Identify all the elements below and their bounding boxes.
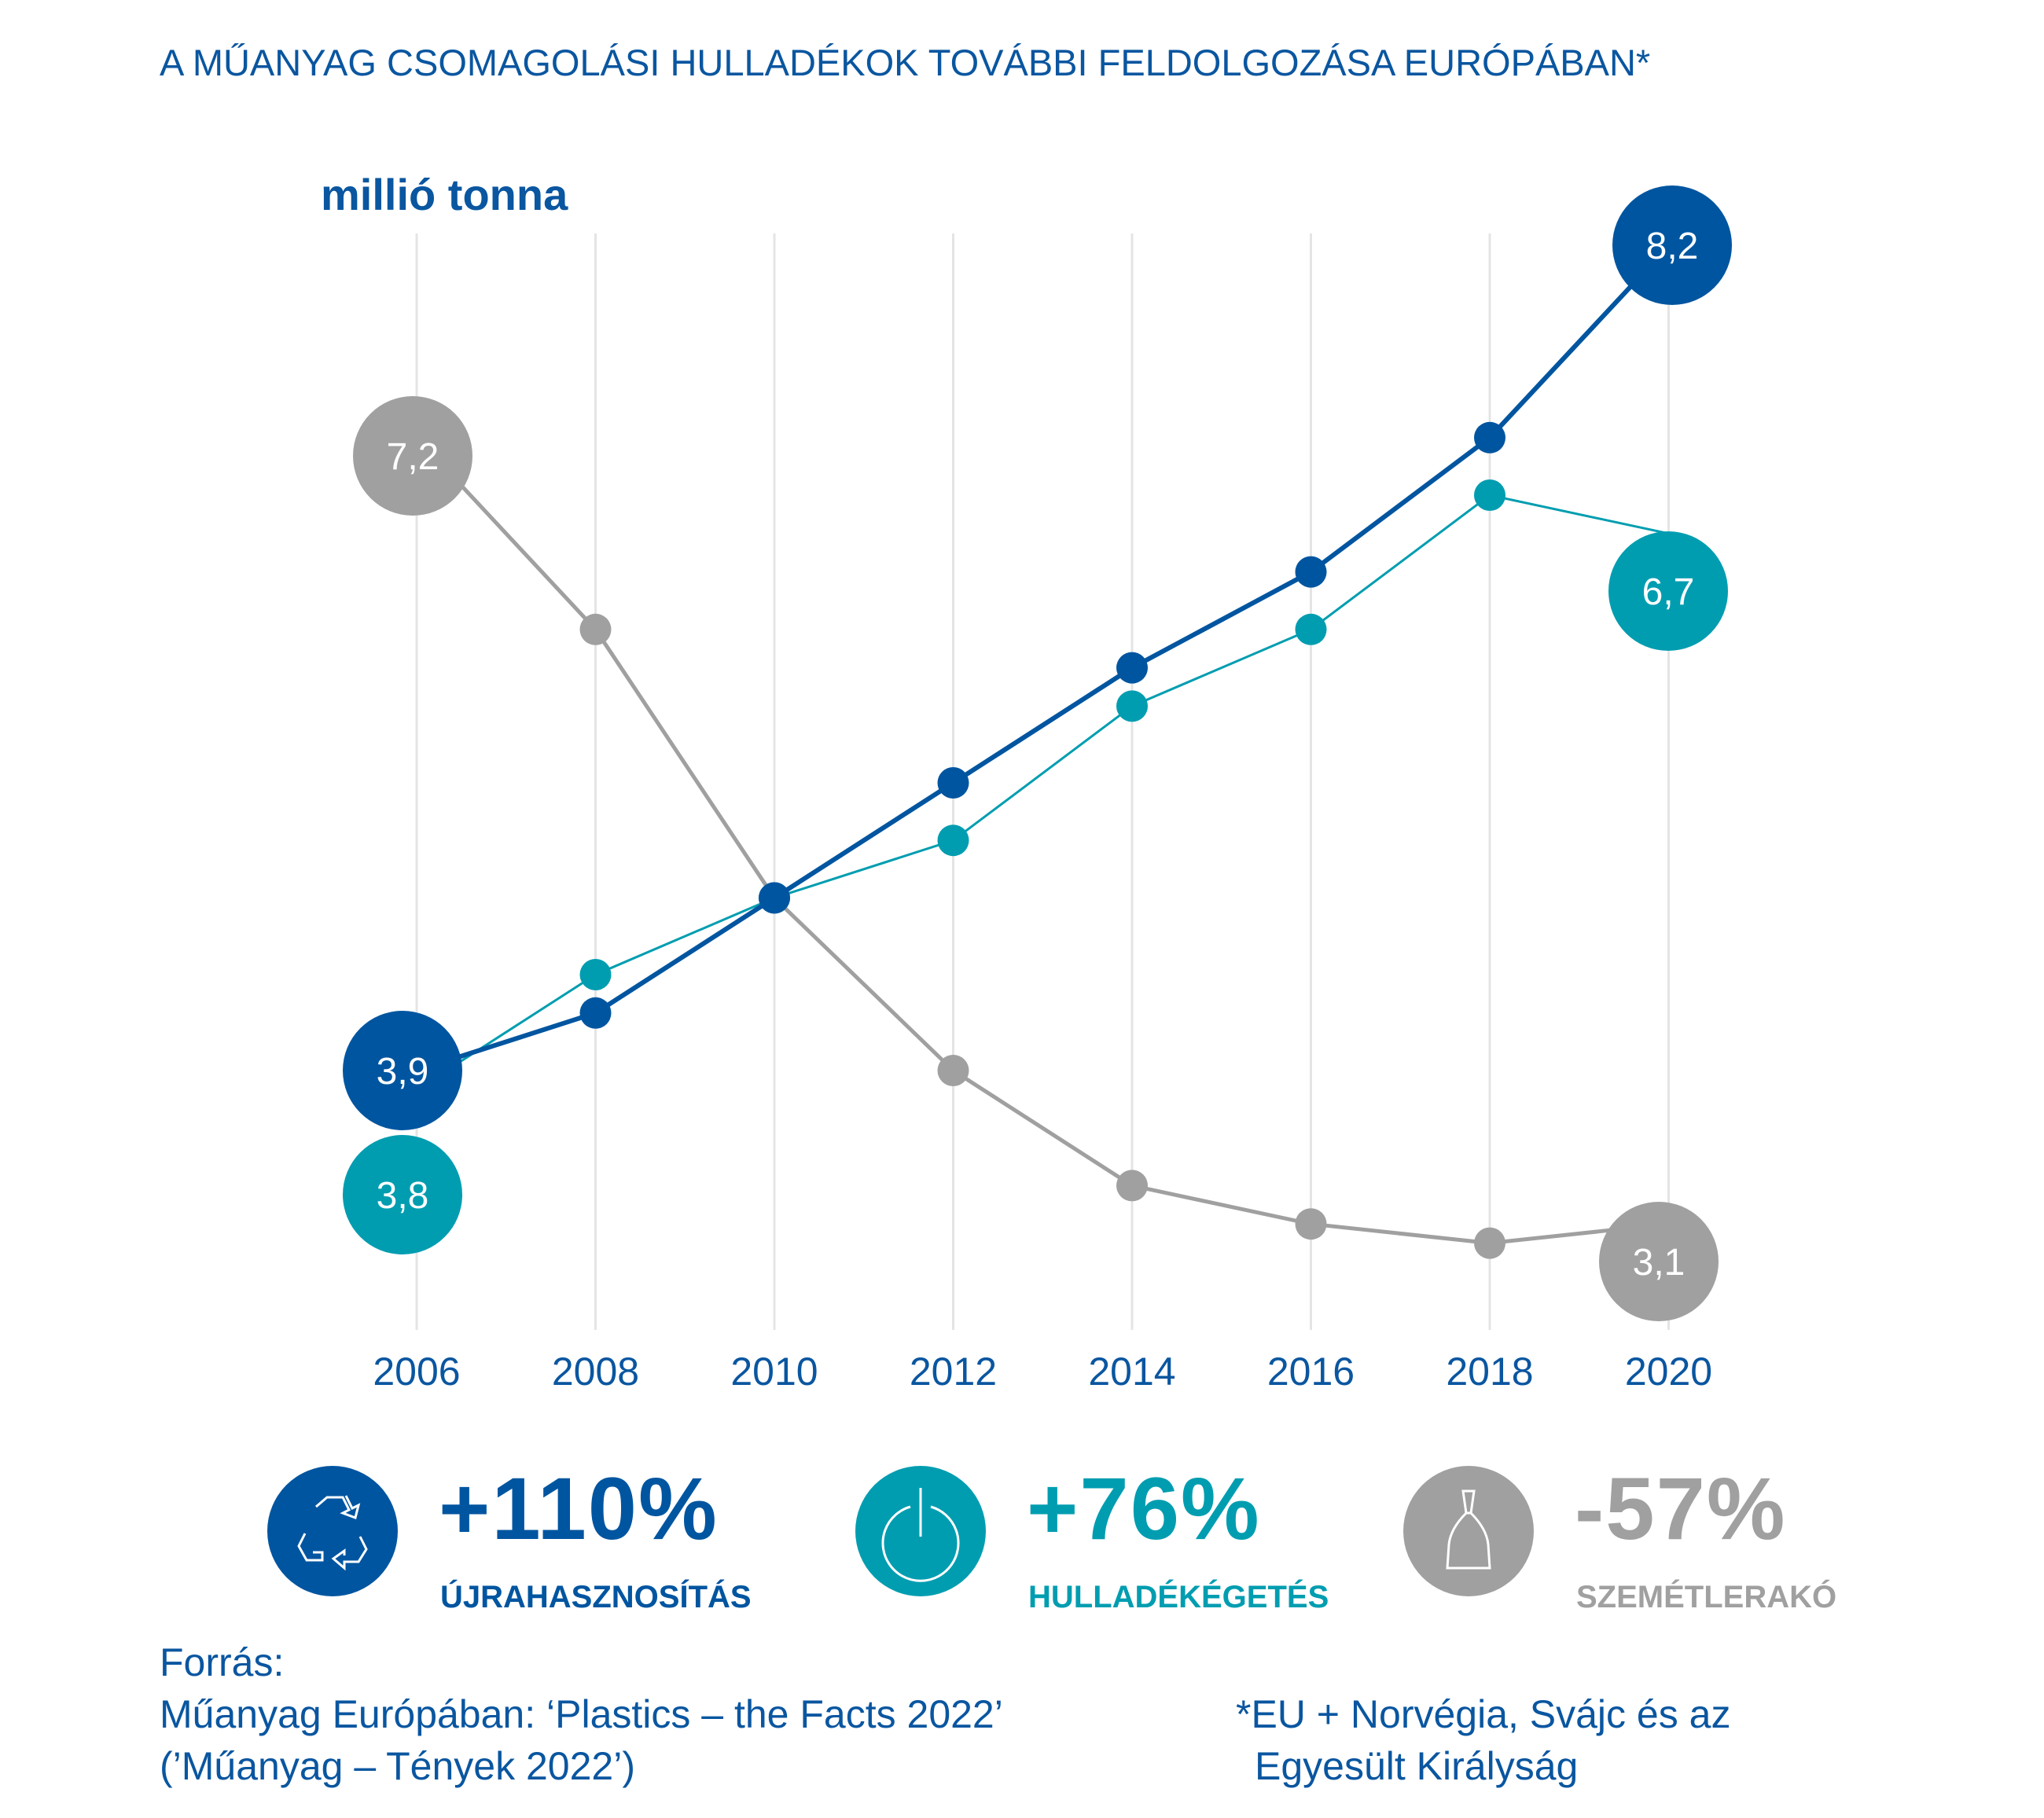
- x-tick-label: 2010: [730, 1350, 818, 1394]
- stat-label: ÚJRAHASZNOSÍTÁS: [440, 1580, 752, 1614]
- footnote-line: Egyesült Királyság: [1255, 1744, 1579, 1788]
- chart-title: A MŰANYAG CSOMAGOLÁSI HULLADÉKOK TOVÁBBI…: [160, 42, 1651, 83]
- value-bubble-incineration: [1608, 531, 1728, 651]
- data-point-recycling: [1116, 652, 1148, 684]
- power-icon: [855, 1466, 986, 1596]
- data-point-landfill: [937, 1055, 969, 1086]
- recycle-icon: [267, 1466, 398, 1596]
- data-point-recycling: [1474, 421, 1505, 454]
- data-point-recycling: [579, 997, 612, 1029]
- x-tick-label: 2008: [552, 1350, 639, 1394]
- data-point-landfill: [1474, 1227, 1505, 1259]
- stat-value: +76%: [1027, 1460, 1261, 1558]
- x-tick-label: 2018: [1446, 1350, 1533, 1394]
- x-tick-label: 2006: [373, 1350, 460, 1394]
- data-label: 3,9: [377, 1051, 429, 1093]
- value-bubble-incineration: [343, 1135, 462, 1254]
- x-tick-label: 2020: [1625, 1350, 1712, 1394]
- source: Forrás: Műanyag Európában: ‘Plastics – t…: [160, 1636, 1003, 1792]
- y-axis-label: millió tonna: [321, 170, 568, 219]
- stat-value: +110%: [439, 1460, 719, 1558]
- data-point-recycling: [759, 882, 790, 914]
- stat-value: -57%: [1575, 1460, 1787, 1558]
- data-point-incineration: [1474, 479, 1505, 511]
- x-tick-label: 2016: [1267, 1350, 1355, 1394]
- series-line-incineration: [416, 494, 1669, 1091]
- data-label: 6,7: [1642, 571, 1695, 613]
- data-point-landfill: [579, 613, 612, 645]
- series-line-recycling: [416, 244, 1671, 1073]
- value-bubble-landfill: [1599, 1202, 1719, 1321]
- data-label: 8,2: [1646, 226, 1699, 267]
- stat-label: SZEMÉTLERAKÓ: [1576, 1580, 1837, 1614]
- footnote: *EU + Norvégia, Svájc és az Egyesült Kir…: [1236, 1688, 1730, 1792]
- value-bubble-recycling: [343, 1011, 462, 1130]
- data-point-incineration: [1116, 690, 1148, 722]
- line-chart: 2006 2008 2010 2012 2014 2016 2018 2020 7,2 3,9 3,…: [343, 185, 1732, 1394]
- source-line: Műanyag Európában: ‘Plastics – the Facts…: [160, 1692, 1003, 1736]
- data-point-landfill: [1116, 1170, 1148, 1202]
- value-bubble-recycling: [1612, 185, 1732, 305]
- data-point-landfill: [1295, 1208, 1327, 1240]
- stat-label: HULLADÉKÉGETÉS: [1028, 1580, 1329, 1614]
- data-point-incineration: [579, 959, 612, 990]
- data-point-incineration: [1295, 613, 1327, 645]
- source-line: (’Műanyag – Tények 2022’): [160, 1744, 635, 1788]
- data-label: 7,2: [387, 436, 439, 478]
- data-point-incineration: [937, 825, 969, 857]
- data-label: 3,1: [1633, 1242, 1686, 1284]
- x-tick-label: 2014: [1088, 1350, 1175, 1394]
- trash-bag-icon: [1403, 1466, 1534, 1596]
- value-bubble-landfill: [353, 396, 472, 516]
- data-point-recycling: [1295, 556, 1327, 588]
- series-line-landfill: [415, 436, 1669, 1246]
- data-label: 3,8: [377, 1175, 429, 1217]
- source-heading: Forrás:: [160, 1640, 285, 1684]
- data-point-recycling: [937, 767, 969, 799]
- x-tick-label: 2012: [910, 1350, 997, 1394]
- footnote-line: *EU + Norvégia, Svájc és az: [1236, 1692, 1731, 1736]
